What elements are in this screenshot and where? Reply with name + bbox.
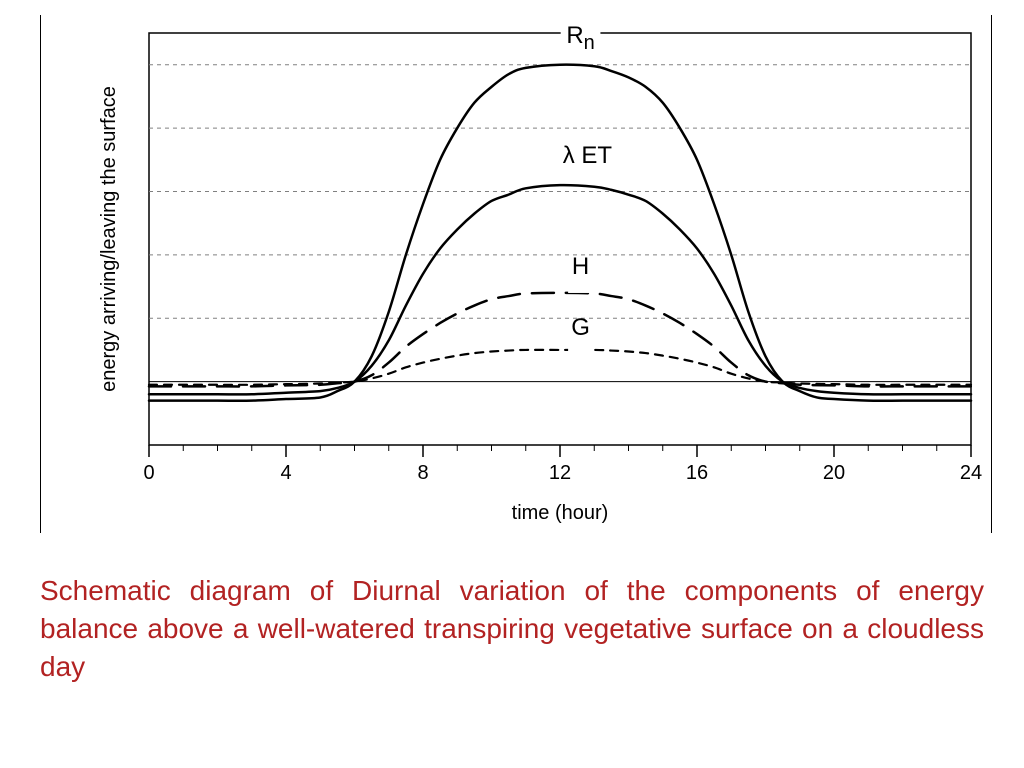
- svg-text:12: 12: [549, 462, 571, 484]
- series-label-Rn: Rn: [521, 24, 641, 53]
- energy-balance-chart: 0 4 8 12 16 20 24 time (hour) energy arriving/le…: [41, 15, 991, 533]
- svg-text:20: 20: [823, 462, 845, 484]
- svg-text:24: 24: [960, 462, 982, 484]
- svg-text:8: 8: [417, 462, 428, 484]
- chart-container: 0 4 8 12 16 20 24 time (hour) energy arriving/le…: [40, 15, 992, 533]
- figure-caption: Schematic diagram of Diurnal variation o…: [40, 572, 984, 685]
- svg-text:4: 4: [280, 462, 291, 484]
- svg-text:time (hour): time (hour): [512, 502, 609, 524]
- series-label-H: H: [521, 255, 641, 279]
- series-label-lambdaET: λ ET: [527, 144, 647, 168]
- svg-text:16: 16: [686, 462, 708, 484]
- svg-text:0: 0: [143, 462, 154, 484]
- svg-text:energy arriving/leaving the su: energy arriving/leaving the surface: [98, 86, 120, 392]
- caption-text: Schematic diagram of Diurnal variation o…: [40, 575, 984, 682]
- series-label-G: G: [521, 316, 641, 340]
